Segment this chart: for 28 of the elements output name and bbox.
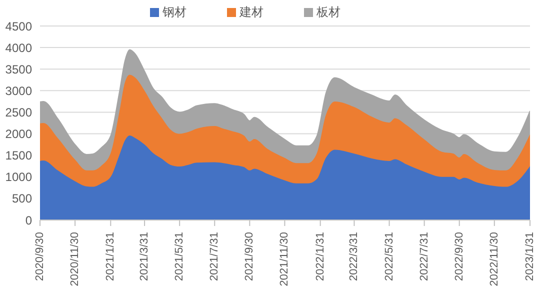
x-tick-label: 2021/7/31 — [208, 232, 221, 281]
x-tick-label: 2022/5/31 — [383, 232, 396, 281]
y-tick-label: 500 — [12, 192, 32, 206]
legend-label: 板材 — [316, 5, 340, 19]
x-tick-label: 2021/5/31 — [174, 232, 186, 281]
x-tick-label: 2022/9/30 — [453, 232, 466, 281]
x-tick-label: 2021/3/31 — [138, 232, 151, 281]
y-tick-label: 2000 — [5, 127, 32, 142]
y-tick-label: 4000 — [5, 40, 32, 55]
x-tick-label: 2021/9/30 — [244, 232, 256, 281]
x-tick-label: 2020/11/30 — [69, 232, 82, 286]
y-tick-label: 2500 — [5, 105, 32, 120]
x-tick-label: 2022/1/31 — [314, 232, 326, 281]
x-tick-label: 2023/1/31 — [524, 232, 536, 281]
x-tick-label: 2021/1/31 — [104, 232, 117, 281]
x-tick-label: 2022/7/31 — [418, 232, 430, 281]
y-tick-label: 3500 — [5, 62, 32, 76]
y-tick-label: 3000 — [5, 84, 32, 98]
x-tick-label: 2022/3/31 — [348, 232, 360, 281]
x-tick-label: 2020/9/30 — [34, 232, 46, 281]
x-tick-label: 2022/11/30 — [488, 232, 500, 286]
y-tick-label: 1000 — [5, 170, 32, 184]
x-tick-label: 2021/11/30 — [278, 232, 291, 286]
y-tick-label: 1500 — [5, 148, 32, 163]
legend-label: 建材 — [240, 5, 264, 19]
y-tick-label: 0 — [25, 213, 32, 228]
legend-label: 钢材 — [162, 5, 186, 19]
y-tick-label: 4500 — [5, 19, 32, 34]
